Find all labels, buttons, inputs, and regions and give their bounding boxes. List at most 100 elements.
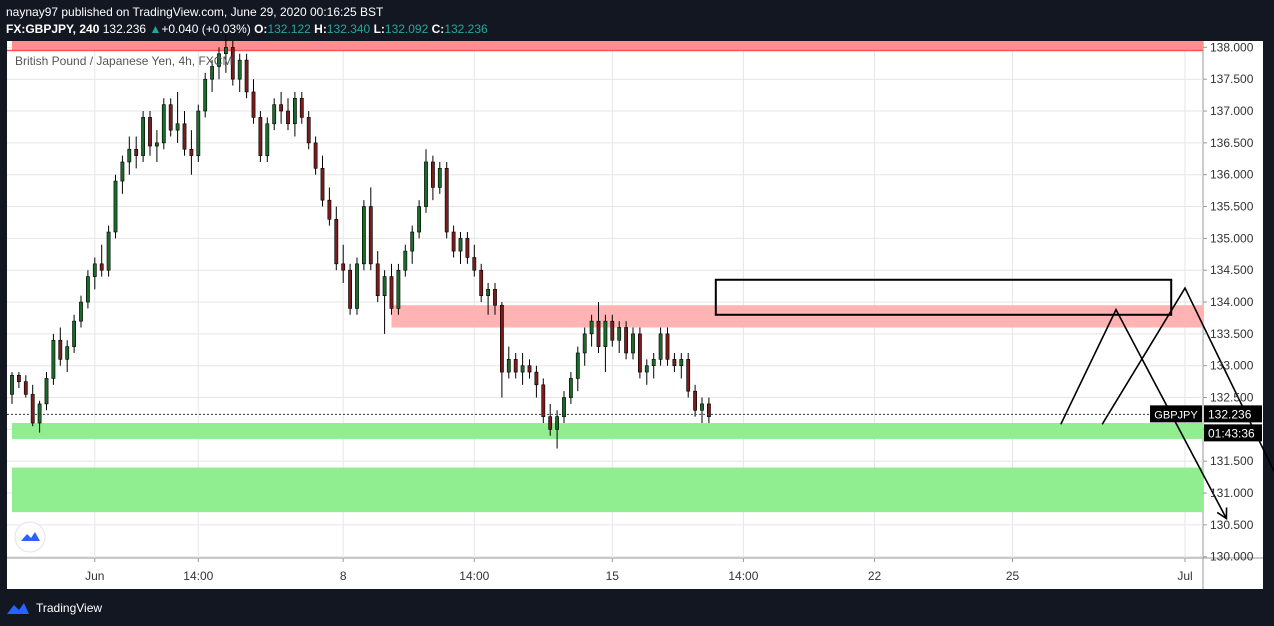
candle [334, 206, 339, 271]
candle [217, 47, 221, 80]
x-tick-label: 25 [1006, 569, 1020, 583]
candle-body [79, 301, 83, 322]
candle-body [493, 289, 497, 306]
candle-body [23, 381, 28, 395]
zones [7, 41, 1203, 513]
footer-branding[interactable]: TradingView [6, 598, 102, 618]
candle [30, 384, 35, 427]
candle [417, 200, 422, 239]
candle-body [396, 269, 401, 309]
up-triangle-icon: ▲ [149, 22, 162, 36]
x-tick-label: 15 [606, 569, 620, 583]
candle-body [562, 397, 566, 417]
candle [272, 98, 277, 131]
candle-body [610, 320, 615, 341]
zone-top-resistance [12, 41, 1203, 51]
candle-body [631, 333, 635, 354]
price-axis[interactable] [1203, 41, 1263, 558]
candle-body [148, 117, 152, 147]
candle-body [644, 365, 649, 373]
candle [472, 244, 477, 277]
y-tick-label: 136.000 [1210, 168, 1254, 182]
candle-body [237, 59, 242, 80]
candle [527, 359, 532, 379]
price-tag-symbol: GBPJPY [1154, 409, 1198, 421]
candle [361, 200, 366, 271]
x-tick-label: Jun [85, 569, 104, 583]
candle [465, 232, 470, 264]
candle [548, 403, 553, 436]
candle-body [279, 104, 284, 112]
zone-resistance [391, 305, 1203, 328]
candle-body [306, 117, 311, 144]
candle-body [141, 117, 146, 156]
candle-body [665, 333, 670, 360]
tradingview-watermark-icon[interactable] [14, 521, 46, 553]
candle [644, 359, 649, 385]
candle [486, 282, 491, 315]
candle-body [327, 199, 332, 220]
candle [182, 111, 187, 156]
candle-body [693, 390, 698, 411]
candle-body [582, 333, 587, 354]
candle [624, 321, 629, 360]
y-tick-label: 135.000 [1210, 231, 1254, 245]
candle-body [196, 110, 201, 156]
candle-body [506, 359, 511, 373]
candle [286, 98, 290, 131]
candle-body [444, 168, 449, 233]
candle-body [299, 98, 304, 118]
price-change: +0.040 (+0.03%) [161, 22, 251, 36]
candle [382, 270, 387, 334]
candle [224, 34, 228, 73]
candle-body [417, 206, 422, 233]
candle-body [520, 365, 525, 373]
y-tick-label: 133.000 [1210, 359, 1254, 373]
candle [148, 111, 152, 156]
price-tag-countdown: 01:43:36 [1208, 426, 1255, 440]
x-axis-ticks: Jun14:00814:001514:002225Jul614:001314:0… [85, 558, 1193, 583]
candle-body [113, 180, 118, 233]
y-tick-label: 132.500 [1210, 391, 1254, 405]
candle-body [679, 359, 684, 367]
candle-body [700, 403, 704, 411]
candle-body [575, 352, 580, 379]
candle-body [548, 416, 553, 430]
candle [375, 251, 380, 303]
time-axis[interactable] [7, 558, 1263, 589]
x-tick-label: 14:00 [183, 569, 213, 583]
high-value: 132.340 [326, 22, 371, 36]
candle-body [10, 374, 14, 395]
candle-body [182, 123, 187, 150]
zone-support-1 [12, 423, 1203, 439]
close-label: C: [431, 22, 445, 36]
candle-body [16, 374, 21, 382]
candle [651, 352, 656, 379]
candle [175, 91, 180, 143]
candle-body [251, 91, 256, 118]
candle [292, 91, 297, 137]
candle-body [382, 276, 387, 296]
candle-body [286, 110, 290, 125]
annotation-arrow-head [1216, 507, 1228, 520]
candle-body [320, 168, 325, 201]
candle [92, 257, 97, 290]
candle-body [155, 142, 159, 147]
candle [279, 91, 284, 124]
candle-body [617, 327, 622, 341]
candle-body [161, 104, 166, 144]
candle [203, 72, 208, 118]
candle [72, 314, 77, 353]
candle [706, 397, 711, 424]
candle [10, 372, 14, 404]
candle [210, 60, 215, 92]
candle-body [389, 276, 394, 309]
candle [299, 91, 304, 124]
candle-body [92, 263, 97, 277]
x-tick-label: 14:00 [459, 569, 489, 583]
candle-body [272, 104, 277, 125]
footer-brand-text: TradingView [36, 601, 103, 615]
candle-body [479, 269, 484, 296]
published-line: naynay97 published on TradingView.com, J… [6, 5, 384, 19]
